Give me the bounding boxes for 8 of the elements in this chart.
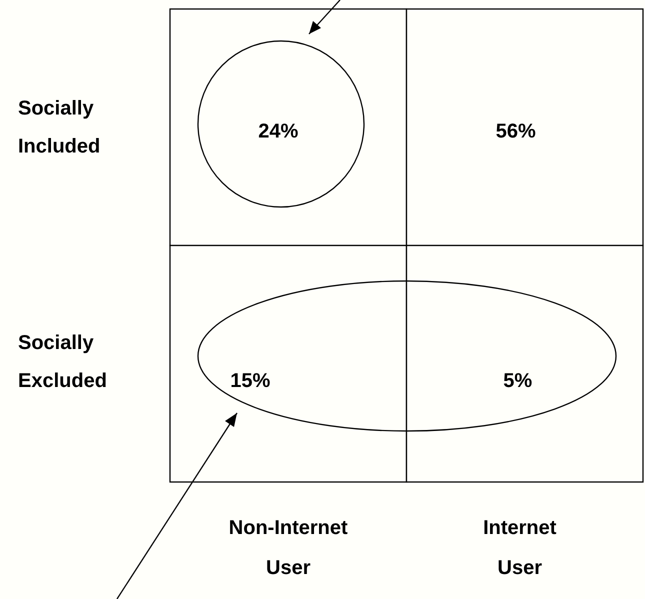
data-label: 56% xyxy=(496,120,536,142)
data-label: 5% xyxy=(503,370,532,392)
data-label: 15% xyxy=(230,370,270,392)
y-tick-label: Socially Excluded xyxy=(18,332,107,392)
data-label: 24% xyxy=(258,120,298,142)
y-tick-label: Socially Included xyxy=(18,97,100,158)
x-tick-label: Non-Internet User xyxy=(228,517,348,579)
x-tick-label: Internet User xyxy=(483,517,557,579)
